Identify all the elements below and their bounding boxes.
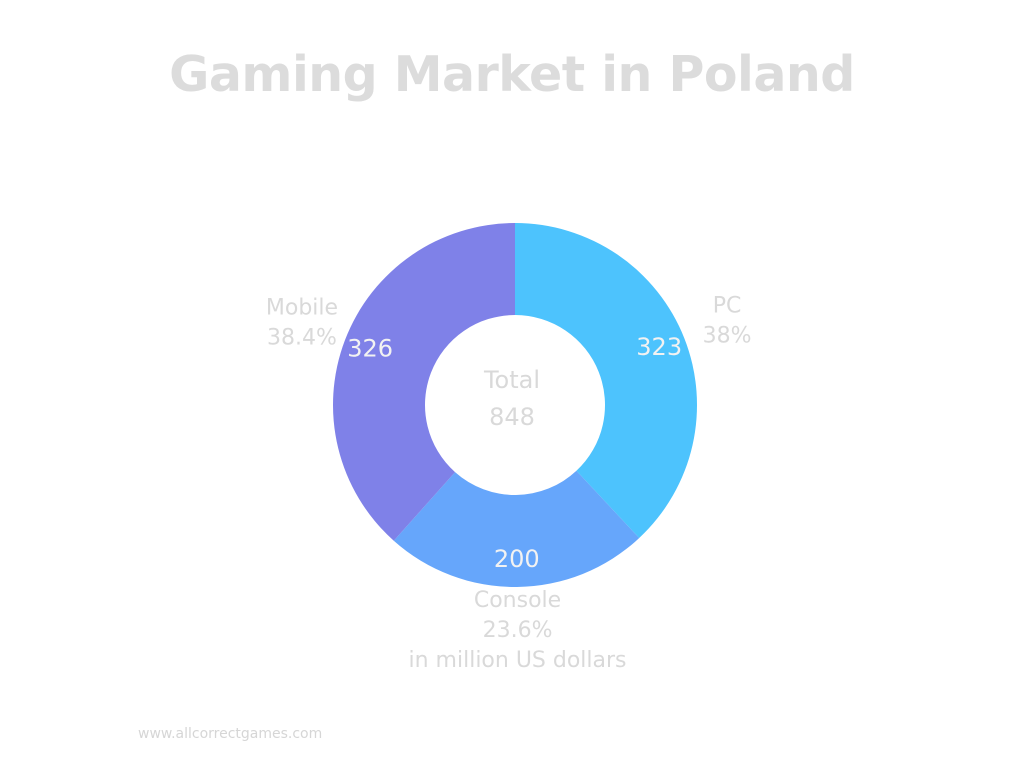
slice-value-console: 200 <box>494 545 540 573</box>
center-total-value: 848 <box>489 403 535 431</box>
donut-slice-console <box>393 470 640 587</box>
slice-label-mobile: Mobile <box>266 296 338 321</box>
slice-percent-console: 23.6% <box>483 618 553 643</box>
slice-percent-pc: 38% <box>703 323 752 348</box>
slice-value-mobile: 326 <box>347 335 393 363</box>
donut-slice-pc <box>515 223 697 539</box>
slice-label-pc: PC <box>713 293 742 318</box>
slice-value-pc: 323 <box>636 333 682 361</box>
unit-note: in million US dollars <box>409 648 627 673</box>
chart-title: Gaming Market in Poland <box>169 46 855 103</box>
donut-slice-mobile <box>332 223 515 541</box>
footer-url: www.allcorrectgames.com <box>138 726 323 742</box>
slice-label-console: Console <box>474 588 561 613</box>
center-total-label: Total <box>483 366 540 394</box>
slice-percent-mobile: 38.4% <box>267 326 337 351</box>
